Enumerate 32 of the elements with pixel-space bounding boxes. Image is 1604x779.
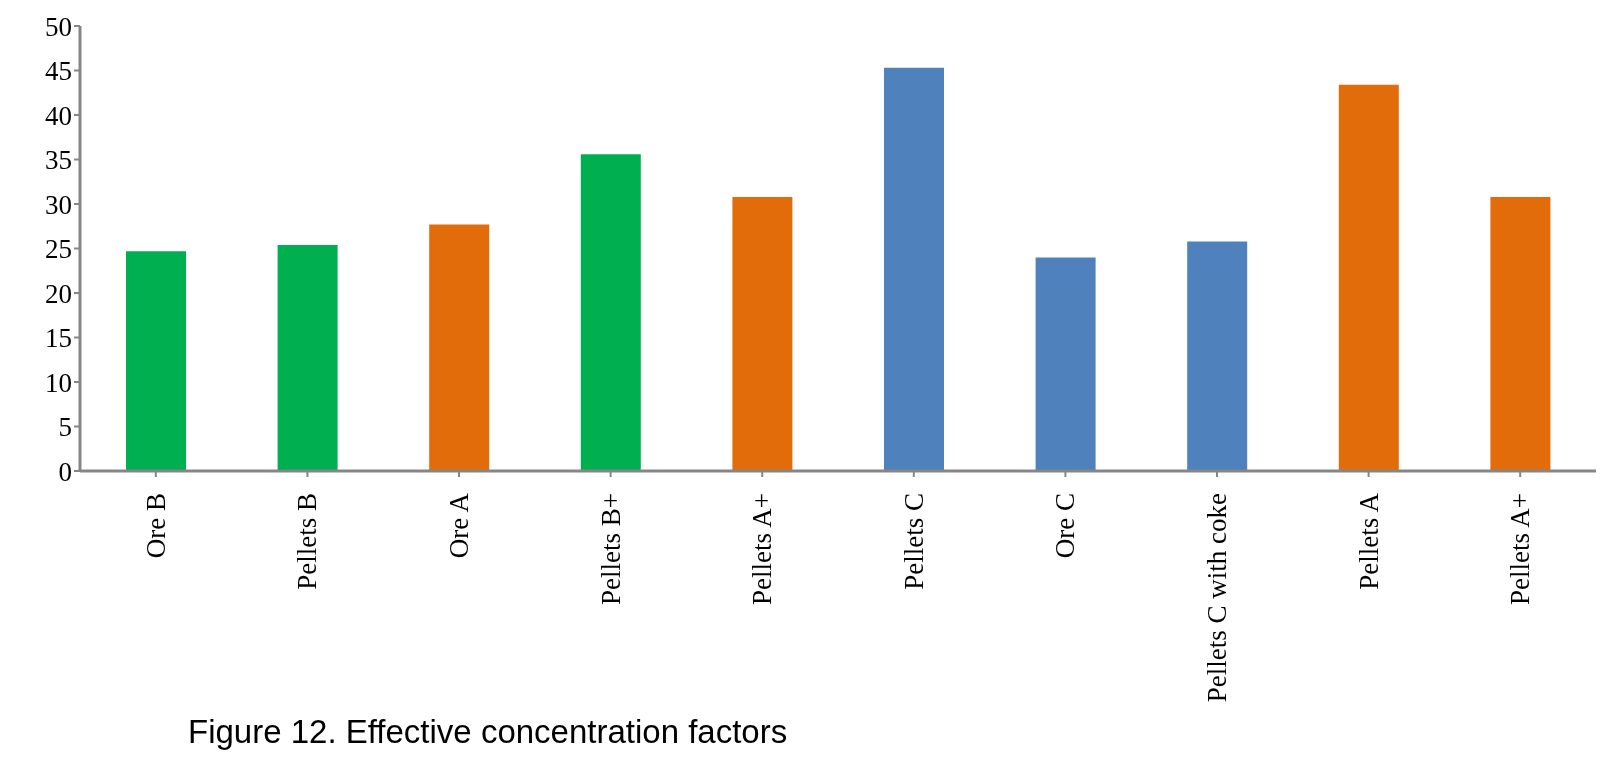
bar (1187, 241, 1248, 471)
x-tick-label: Pellets A (1353, 492, 1384, 590)
x-tick-label: Pellets B+ (595, 493, 626, 605)
x-tick-label: Ore C (1050, 493, 1081, 559)
y-tick-label: 5 (58, 412, 72, 443)
y-tick-label: 35 (45, 145, 72, 176)
x-tick-label: Ore B (140, 493, 171, 559)
y-tick-label: 0 (58, 456, 72, 487)
y-tick-label: 30 (45, 189, 72, 220)
y-tick-label: 50 (45, 11, 72, 42)
bar (884, 67, 944, 471)
y-tick-label: 15 (45, 323, 72, 354)
caption: Figure 12. Effective concentration factors (188, 713, 788, 751)
x-tick-label: Pellets A+ (1505, 493, 1536, 605)
y-tick-label: 45 (45, 56, 72, 87)
bar (580, 154, 641, 471)
y-tick-label: 10 (45, 367, 72, 398)
bar (126, 251, 186, 471)
x-tick-label: Pellets A+ (747, 493, 778, 605)
bar (732, 196, 793, 471)
y-tick-label: 25 (45, 234, 72, 265)
bar (1338, 84, 1399, 471)
bar (429, 224, 490, 471)
x-tick-label: Pellets C (898, 493, 929, 590)
y-tick-label: 40 (45, 100, 72, 131)
x-tick-label: Ore A (444, 492, 474, 559)
x-tick-label: Pellets B (292, 493, 323, 590)
bar (1035, 257, 1096, 471)
bar (1490, 196, 1551, 471)
bar (277, 244, 338, 471)
y-tick-label: 20 (45, 278, 72, 309)
x-tick-label: Pellets C with coke (1202, 492, 1232, 703)
